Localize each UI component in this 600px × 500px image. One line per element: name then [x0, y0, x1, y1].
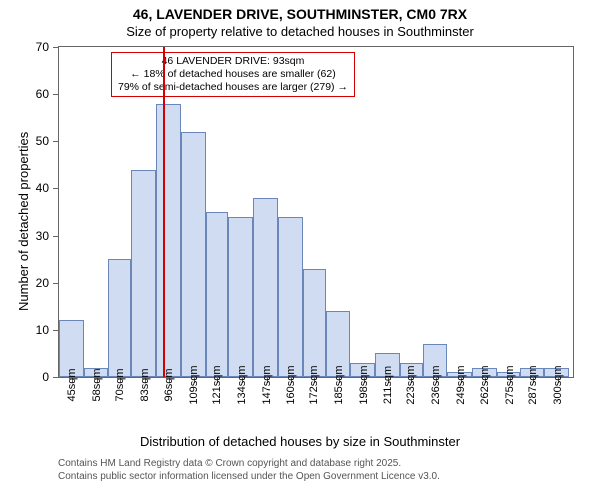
- x-tick-label: 198sqm: [358, 365, 370, 404]
- attribution-line1: Contains HM Land Registry data © Crown c…: [58, 458, 440, 471]
- x-tick-label: 147sqm: [261, 365, 273, 404]
- y-tick: [53, 141, 59, 142]
- x-tick-label: 185sqm: [333, 365, 345, 404]
- y-axis-label: Number of detached properties: [16, 132, 31, 311]
- histogram-bar: [108, 259, 131, 377]
- page-title-line2: Size of property relative to detached ho…: [0, 24, 600, 39]
- x-tick-label: 109sqm: [188, 365, 200, 404]
- y-tick-label: 70: [36, 40, 49, 54]
- x-tick-label: 58sqm: [91, 368, 103, 401]
- y-tick-label: 0: [42, 370, 49, 384]
- x-tick-label: 96sqm: [163, 368, 175, 401]
- y-tick-label: 10: [36, 323, 49, 337]
- y-tick: [53, 377, 59, 378]
- histogram-bar: [228, 217, 253, 377]
- x-tick-label: 45sqm: [66, 368, 78, 401]
- x-tick-label: 211sqm: [382, 366, 394, 404]
- x-tick-label: 70sqm: [114, 368, 126, 401]
- x-tick-label: 300sqm: [552, 365, 564, 404]
- x-tick-label: 262sqm: [479, 365, 491, 404]
- annotation-line1: 46 LAVENDER DRIVE: 93sqm: [118, 55, 348, 68]
- x-tick-label: 160sqm: [285, 365, 297, 404]
- x-tick-label: 287sqm: [527, 365, 539, 404]
- y-tick: [53, 188, 59, 189]
- attribution-line2: Contains public sector information licen…: [58, 471, 440, 484]
- x-tick-label: 236sqm: [430, 365, 442, 404]
- histogram-bar: [303, 269, 326, 377]
- y-tick-label: 20: [36, 276, 49, 290]
- x-tick-label: 121sqm: [211, 365, 223, 404]
- x-tick-label: 134sqm: [236, 365, 248, 404]
- attribution-text: Contains HM Land Registry data © Crown c…: [58, 458, 440, 483]
- y-tick-label: 30: [36, 229, 49, 243]
- x-tick-label: 275sqm: [504, 365, 516, 404]
- property-marker-line: [163, 47, 165, 377]
- annotation-line3: 79% of semi-detached houses are larger (…: [118, 81, 348, 94]
- histogram-bar: [156, 104, 181, 377]
- property-annotation-box: 46 LAVENDER DRIVE: 93sqm ← 18% of detach…: [111, 52, 355, 97]
- x-tick-label: 172sqm: [308, 365, 320, 404]
- y-tick-label: 50: [36, 134, 49, 148]
- histogram-bar: [206, 212, 229, 377]
- x-axis-label: Distribution of detached houses by size …: [0, 434, 600, 449]
- y-tick: [53, 283, 59, 284]
- y-tick: [53, 47, 59, 48]
- y-tick: [53, 94, 59, 95]
- page-title-line1: 46, LAVENDER DRIVE, SOUTHMINSTER, CM0 7R…: [0, 6, 600, 22]
- y-tick-label: 60: [36, 87, 49, 101]
- x-tick-label: 83sqm: [139, 368, 151, 401]
- y-tick: [53, 330, 59, 331]
- histogram-bar: [181, 132, 206, 377]
- histogram-bar: [278, 217, 303, 377]
- histogram-bar: [253, 198, 278, 377]
- x-tick-label: 249sqm: [455, 365, 467, 404]
- histogram-plot-area: 46 LAVENDER DRIVE: 93sqm ← 18% of detach…: [58, 46, 574, 378]
- x-tick-label: 223sqm: [405, 365, 417, 404]
- y-tick: [53, 236, 59, 237]
- annotation-line2: ← 18% of detached houses are smaller (62…: [118, 68, 348, 81]
- histogram-bar: [131, 170, 156, 377]
- y-tick-label: 40: [36, 181, 49, 195]
